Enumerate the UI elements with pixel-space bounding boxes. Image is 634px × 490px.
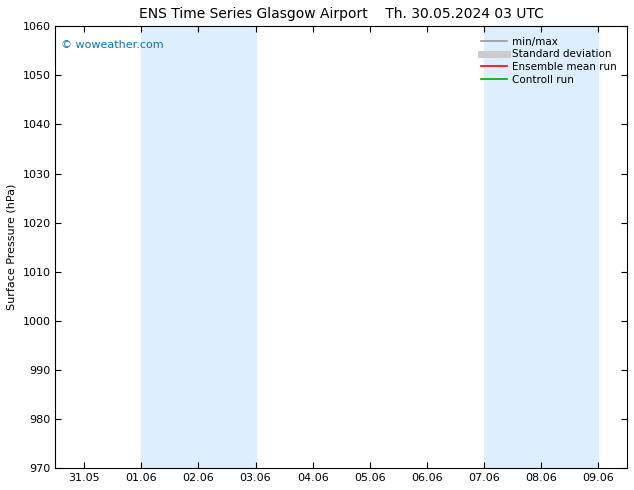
Bar	[141, 26, 256, 468]
Y-axis label: Surface Pressure (hPa): Surface Pressure (hPa)	[7, 184, 17, 311]
Title: ENS Time Series Glasgow Airport    Th. 30.05.2024 03 UTC: ENS Time Series Glasgow Airport Th. 30.0…	[139, 7, 544, 21]
Text: © woweather.com: © woweather.com	[61, 40, 164, 49]
Bar	[484, 26, 598, 468]
Legend: min/max, Standard deviation, Ensemble mean run, Controll run: min/max, Standard deviation, Ensemble me…	[476, 31, 622, 90]
